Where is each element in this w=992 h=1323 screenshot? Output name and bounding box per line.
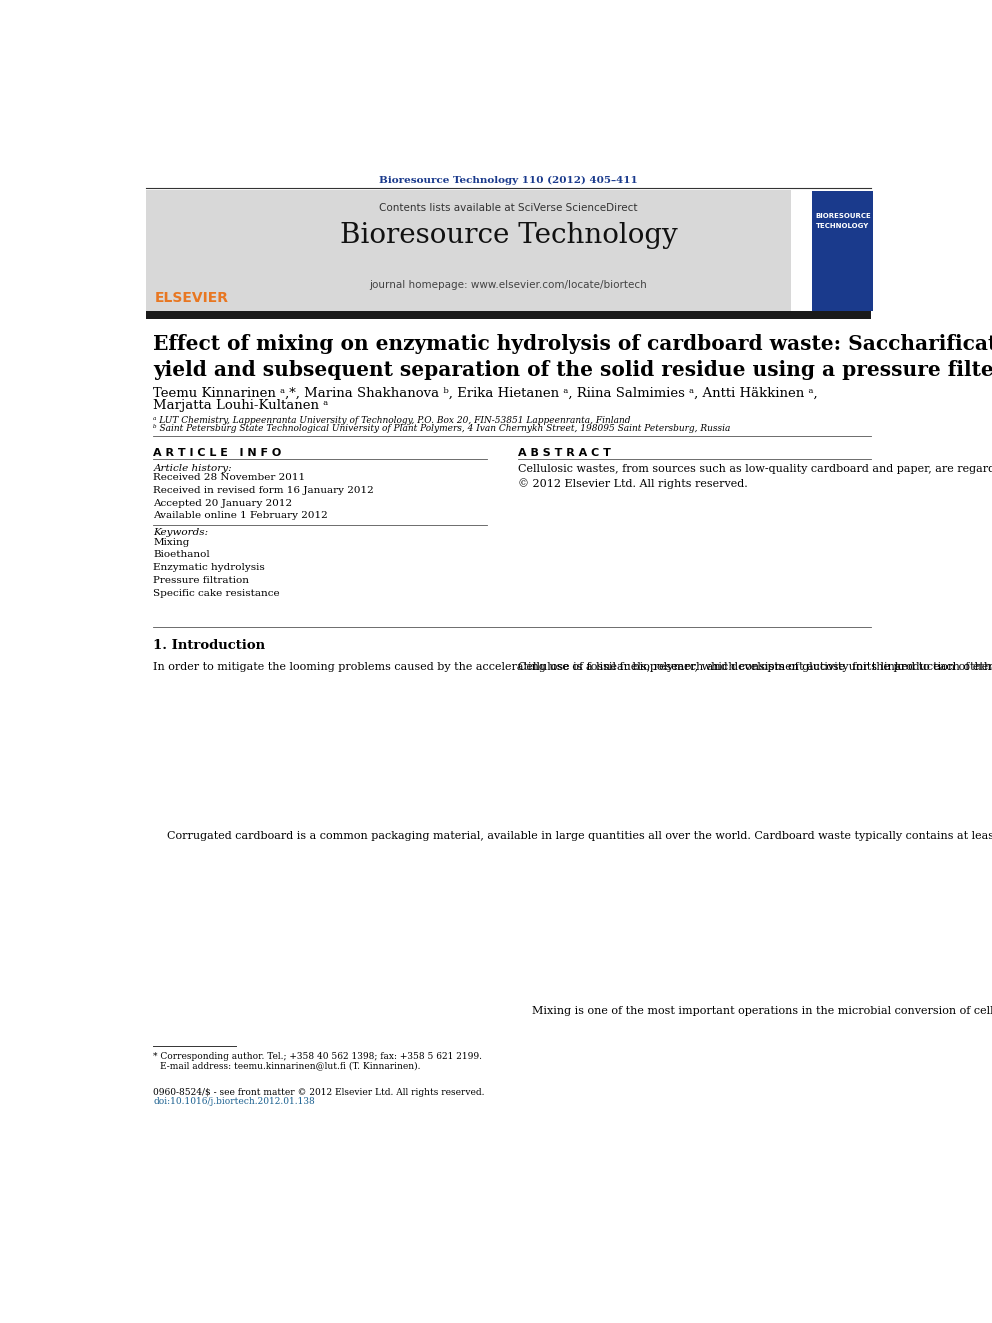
Text: ELSEVIER: ELSEVIER (155, 291, 229, 306)
Text: Mixing
Bioethanol
Enzymatic hydrolysis
Pressure filtration
Specific cake resista: Mixing Bioethanol Enzymatic hydrolysis P… (154, 537, 280, 598)
Text: A B S T R A C T: A B S T R A C T (518, 448, 610, 458)
Text: Contents lists available at SciVerse ScienceDirect: Contents lists available at SciVerse Sci… (379, 204, 638, 213)
Text: Received 28 November 2011
Received in revised form 16 January 2012
Accepted 20 J: Received 28 November 2011 Received in re… (154, 472, 374, 520)
Text: Effect of mixing on enzymatic hydrolysis of cardboard waste: Saccharification
yi: Effect of mixing on enzymatic hydrolysis… (154, 335, 992, 380)
Text: Teemu Kinnarinen ᵃ,*, Marina Shakhanova ᵇ, Erika Hietanen ᵃ, Riina Salmimies ᵃ, : Teemu Kinnarinen ᵃ,*, Marina Shakhanova … (154, 386, 818, 400)
Bar (146, 189, 791, 312)
Text: Article history:: Article history: (154, 463, 232, 472)
Text: 0960-8524/$ - see front matter © 2012 Elsevier Ltd. All rights reserved.: 0960-8524/$ - see front matter © 2012 El… (154, 1088, 485, 1097)
Bar (812, 191, 873, 311)
Text: journal homepage: www.elsevier.com/locate/biortech: journal homepage: www.elsevier.com/locat… (370, 280, 647, 291)
Text: * Corresponding author. Tel.; +358 40 562 1398; fax: +358 5 621 2199.: * Corresponding author. Tel.; +358 40 56… (154, 1052, 482, 1061)
Text: Bioresource Technology 110 (2012) 405–411: Bioresource Technology 110 (2012) 405–41… (379, 176, 638, 185)
Text: Mixing is one of the most important operations in the microbial conversion of ce: Mixing is one of the most important oper… (518, 1005, 992, 1016)
Text: ᵇ Saint Petersburg State Technological University of Plant Polymers, 4 Ivan Cher: ᵇ Saint Petersburg State Technological U… (154, 425, 731, 434)
Text: BIORESOURCE: BIORESOURCE (815, 213, 871, 218)
Text: E-mail address: teemu.kinnarinen@lut.fi (T. Kinnarinen).: E-mail address: teemu.kinnarinen@lut.fi … (160, 1061, 421, 1070)
Text: Marjatta Louhi-Kultanen ᵃ: Marjatta Louhi-Kultanen ᵃ (154, 400, 328, 411)
Text: Keywords:: Keywords: (154, 528, 208, 537)
Bar (146, 311, 871, 319)
Text: ᵃ LUT Chemistry, Lappeenranta University of Technology, P.O. Box 20, FIN-53851 L: ᵃ LUT Chemistry, Lappeenranta University… (154, 415, 631, 425)
Text: A R T I C L E   I N F O: A R T I C L E I N F O (154, 448, 282, 458)
Text: In order to mitigate the looming problems caused by the accelerating use of foss: In order to mitigate the looming problem… (154, 660, 992, 672)
Text: 1. Introduction: 1. Introduction (154, 639, 266, 652)
Text: Cellulosic wastes, from sources such as low-quality cardboard and paper, are reg: Cellulosic wastes, from sources such as … (518, 463, 992, 488)
Text: Corrugated cardboard is a common packaging material, available in large quantiti: Corrugated cardboard is a common packagi… (154, 831, 992, 841)
Text: TECHNOLOGY: TECHNOLOGY (816, 222, 869, 229)
Text: Cellulose is a linear biopolymer, which consists of glucose units linked to each: Cellulose is a linear biopolymer, which … (518, 660, 992, 672)
Text: Bioresource Technology: Bioresource Technology (339, 222, 678, 249)
Text: doi:10.1016/j.biortech.2012.01.138: doi:10.1016/j.biortech.2012.01.138 (154, 1097, 315, 1106)
